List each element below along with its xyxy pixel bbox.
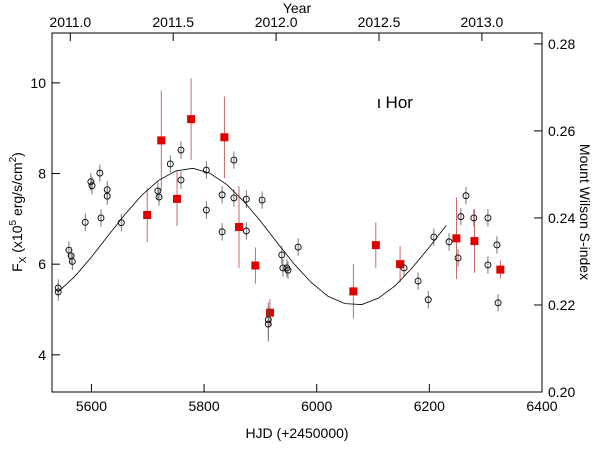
- y-label-part: 2: [8, 156, 19, 162]
- fx-point: [173, 194, 182, 203]
- y2-tick-label: 0.26: [548, 123, 575, 139]
- y-label-part: erg/s/cm: [9, 162, 25, 220]
- fx-point: [470, 237, 479, 246]
- s-index-point: [284, 266, 292, 274]
- y-label-part: (x10: [9, 225, 25, 256]
- s-index-point: [424, 296, 432, 304]
- x2-tick-label: 2011.0: [49, 14, 91, 30]
- top-axis-title: Year: [283, 0, 312, 16]
- plot-frame: [51, 32, 543, 393]
- fx-point: [396, 260, 405, 269]
- s-index-point: [155, 193, 163, 201]
- s-index-point: [87, 178, 95, 186]
- s-index-point: [494, 299, 502, 307]
- y2-axis-title: Mount Wilson S-index: [577, 144, 593, 280]
- s-index-point: [242, 195, 250, 203]
- x-tick-label: 6400: [526, 398, 557, 414]
- s-index-point: [68, 258, 76, 265]
- x2-tick-label: 2012.5: [358, 14, 401, 30]
- x2-tick-label: 2011.5: [152, 14, 194, 30]
- y-tick-label: 6: [38, 256, 46, 272]
- x-axis-title: HJD (+2450000): [245, 425, 348, 441]
- s-index-point: [96, 169, 104, 177]
- y2-tick-label: 0.22: [548, 297, 575, 313]
- y2-tick-label: 0.20: [548, 384, 575, 400]
- fx-point: [251, 261, 260, 270]
- s-index-point: [484, 261, 492, 269]
- fit-curve: [57, 167, 447, 305]
- s-index-point: [484, 214, 492, 222]
- s-index-point: [278, 251, 286, 259]
- s-index-point: [230, 156, 238, 164]
- s-index-point: [493, 241, 501, 249]
- s-index-point: [258, 196, 266, 204]
- y-axis-title: FX (x105 erg/s/cm2): [8, 152, 29, 272]
- fx-point: [265, 308, 274, 317]
- s-index-point: [445, 238, 453, 246]
- s-index-point: [454, 254, 462, 262]
- s-index-point: [400, 264, 408, 272]
- s-index-point: [218, 191, 226, 199]
- fx-point: [157, 136, 166, 145]
- y-tick-label: 10: [30, 75, 46, 91]
- y-label-part: ): [9, 152, 25, 157]
- s-index-point: [177, 146, 185, 154]
- x-tick-label: 5600: [76, 398, 107, 414]
- y-tick-label: 4: [38, 347, 46, 363]
- fx-point: [496, 265, 505, 274]
- s-index-point: [88, 182, 96, 190]
- y2-tick-label: 0.24: [548, 210, 575, 226]
- s-index-point: [242, 227, 250, 235]
- x2-tick-label: 2012.0: [255, 14, 298, 30]
- s-index-point: [414, 277, 422, 285]
- x2-tick-label: 2013.0: [460, 14, 503, 30]
- s-index-point: [177, 176, 185, 184]
- fx-point: [234, 223, 243, 232]
- y-label-part: F: [9, 263, 25, 272]
- y-label-part: X: [18, 256, 29, 263]
- s-index-point: [457, 213, 465, 221]
- fx-point: [452, 234, 461, 243]
- s-index-point: [202, 166, 210, 174]
- s-index-point: [218, 228, 226, 236]
- fx-point: [371, 241, 380, 250]
- s-index-point: [103, 192, 111, 200]
- x-tick-label: 6200: [414, 398, 445, 414]
- s-index-point: [166, 160, 174, 168]
- y-label-part: 5: [8, 220, 19, 226]
- s-index-point: [470, 214, 478, 222]
- s-index-point: [54, 288, 62, 296]
- y-tick-label: 8: [38, 166, 46, 182]
- s-index-point: [462, 192, 470, 200]
- s-index-point: [65, 246, 73, 254]
- fx-point: [187, 115, 196, 124]
- s-index-point: [97, 214, 105, 222]
- fx-point: [143, 210, 152, 219]
- annotation: ι Hor: [377, 93, 413, 112]
- s-index-point: [202, 206, 210, 214]
- s-index-point: [264, 320, 272, 328]
- fx-point: [349, 287, 358, 296]
- s-index-point: [81, 218, 89, 226]
- x-tick-label: 6000: [301, 398, 332, 414]
- y2-tick-label: 0.28: [548, 36, 575, 52]
- s-index-point: [294, 243, 302, 251]
- fx-point: [220, 133, 229, 142]
- x-tick-label: 5800: [188, 398, 219, 414]
- s-index-point: [230, 194, 238, 202]
